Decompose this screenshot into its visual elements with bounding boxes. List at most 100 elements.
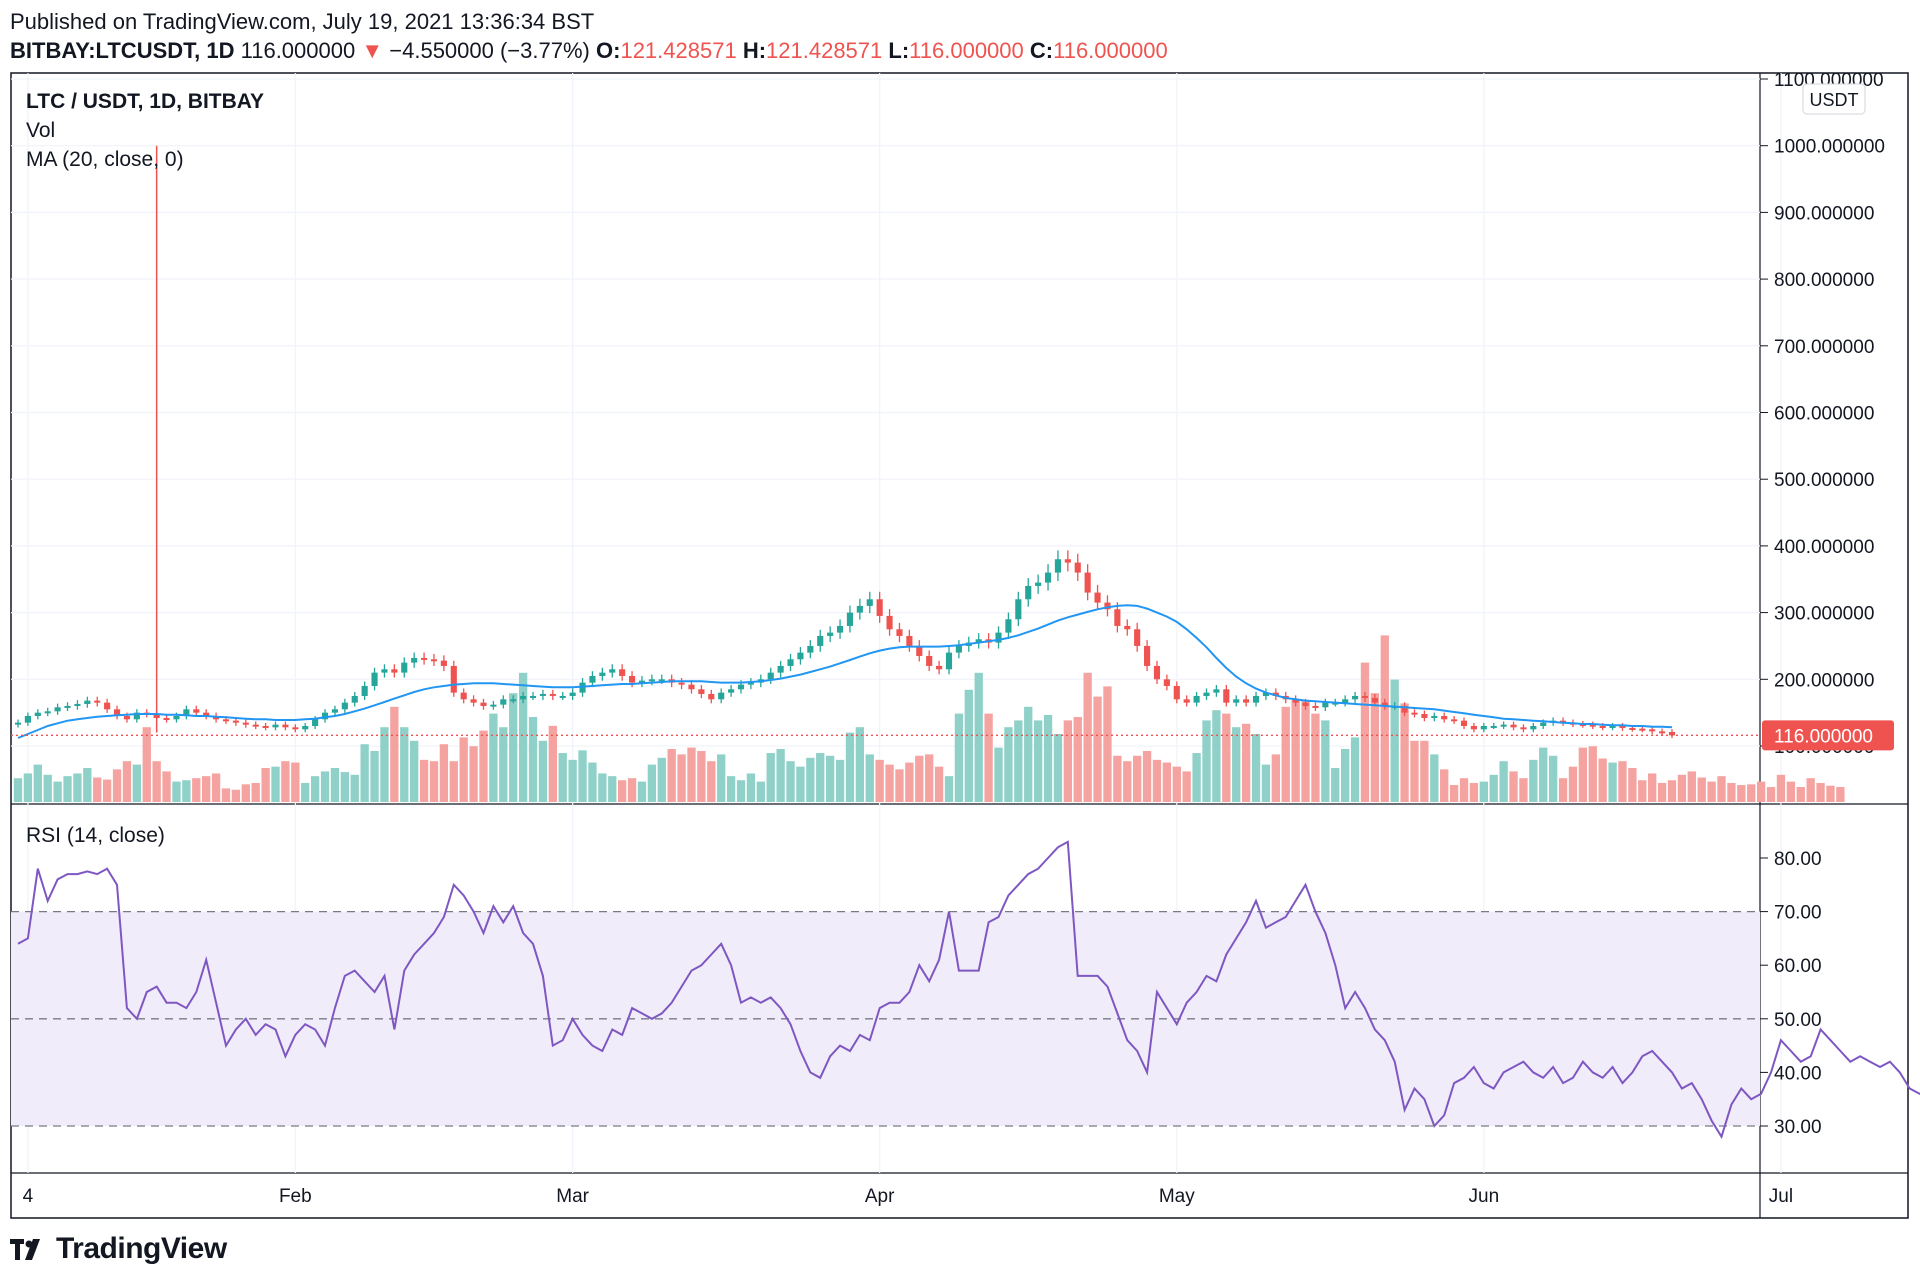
candle-body [569,692,576,696]
volume-bar [1162,762,1172,802]
legend-rsi: RSI (14, close) [26,824,165,847]
volume-bar [1063,720,1073,802]
volume-bar [251,782,260,802]
volume-bar [291,762,300,802]
candle-body [401,662,408,673]
volume-bar [944,776,954,802]
volume-bar [548,725,557,802]
volume-bar [241,784,250,802]
volume-bar [360,744,369,802]
candle-body [1153,665,1161,680]
volume-bar [73,773,82,802]
candle-body [34,712,41,716]
candle-body [113,709,121,716]
volume-bar [1311,713,1320,802]
volume-bar [429,761,439,802]
candle-body [589,675,596,683]
candle-body [1134,629,1141,646]
volume-bar [766,753,775,802]
volume-bar [1202,720,1211,802]
volume-bar [479,730,488,802]
volume-bar [182,780,191,802]
ohlc-line: BITBAY:LTCUSDT, 1D 116.000000 ▼ −4.55000… [10,36,1168,66]
chart-canvas[interactable]: 100.000000200.000000300.000000400.000000… [0,0,1920,1225]
rsi-tick-label: 70.00 [1774,903,1822,924]
volume-bar [172,781,181,802]
volume-bar [1350,737,1360,802]
volume-bar [1321,720,1330,802]
candle-body [44,711,51,714]
volume-bar [509,693,518,802]
volume-bar [1717,776,1726,802]
candle-body [1441,715,1448,720]
volume-bar [1113,755,1122,802]
candle-body [500,699,507,705]
volume-bar [796,766,805,802]
candle-body [302,725,309,730]
candle-body [450,665,457,693]
candle-body [1659,731,1666,734]
volume-bar [865,754,874,802]
candle-body [1480,725,1487,730]
volume-bar [1103,686,1112,802]
candle-body [292,727,299,730]
candle-body [658,679,665,682]
candle-body [1361,695,1369,698]
volume-bar [1826,785,1835,802]
volume-bar [1568,766,1578,802]
volume-bar [1499,761,1508,802]
volume-bar [1677,774,1687,802]
volume-bar [301,782,310,802]
volume-bar [1212,710,1221,802]
volume-bar [1004,727,1013,802]
volume-bar [1618,761,1627,802]
volume-bar [1410,740,1419,802]
volume-bar [934,766,944,802]
volume-bar [1380,635,1389,802]
volume-bar [1469,782,1479,802]
candle-body [1163,679,1170,686]
candle-body [926,655,933,666]
candle-body [1223,689,1230,703]
volume-bar [112,769,122,802]
candle-body [510,699,517,702]
candle-body [1381,702,1388,706]
volume-bar [657,757,666,802]
candle-body [1619,725,1626,728]
volume-bar [320,771,330,802]
candle-body [886,615,893,630]
volume-bar [647,764,657,802]
volume-bar [132,764,142,802]
volume-bar [1766,787,1776,802]
candle-body [490,704,497,707]
volume-bar [1152,759,1162,802]
candle-body [321,712,329,720]
candle-body [1431,715,1438,718]
volume-bar [885,764,894,802]
time-tick-label: Apr [865,1186,895,1207]
candle-body [1252,695,1260,703]
candle-body [94,700,101,703]
volume-bar [697,751,706,802]
volume-bar [1608,762,1617,802]
volume-bar [1261,764,1271,802]
volume-bar [439,744,449,802]
candle-body [1629,727,1636,730]
candle-body [1094,592,1101,603]
time-tick-label: May [1159,1186,1195,1207]
rsi-tick-label: 30.00 [1774,1117,1822,1138]
volume-bar [1638,780,1647,802]
candle-body [262,725,269,728]
candle-body [728,689,735,693]
candle-body [421,657,428,660]
candle-body [1470,725,1477,730]
volume-bar [1519,778,1528,802]
candle-body [222,719,230,722]
volume-bar [499,727,508,802]
volume-bar [1083,672,1092,802]
volume-bar [1024,706,1033,802]
candle-body [638,680,646,683]
candle-body [64,705,71,708]
ma-polyline [17,604,1673,739]
volume-bar [469,746,478,802]
